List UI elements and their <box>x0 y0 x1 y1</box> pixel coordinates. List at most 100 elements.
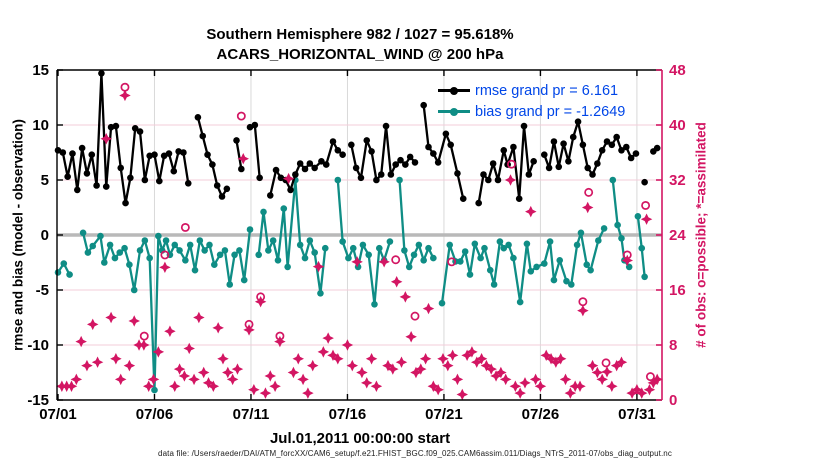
assimilated-marker <box>317 346 330 358</box>
data-file-note: data file: /Users/raeder/DAI/ATM_forcXX/… <box>158 449 672 458</box>
assimilated-marker <box>110 353 122 365</box>
assimilated-marker <box>312 260 325 273</box>
assimilated-marker <box>183 342 195 355</box>
assimilated-marker <box>159 261 171 274</box>
possible-marker <box>645 372 655 382</box>
possible-marker <box>139 331 149 341</box>
assimilated-marker <box>119 89 131 102</box>
assimilated-marker <box>237 152 249 165</box>
right-tick-label: 32 <box>669 172 686 189</box>
assimilated-marker <box>419 353 432 365</box>
assimilated-marker <box>615 356 628 368</box>
possible-marker <box>641 200 651 210</box>
left-axis-label: rmse and bias (model - observation) <box>10 119 26 351</box>
left-tick-label: 15 <box>32 62 49 79</box>
assimilated-marker <box>540 349 552 362</box>
assimilated-marker <box>490 370 502 382</box>
assimilated-marker <box>485 363 497 375</box>
assimilated-marker <box>217 353 229 365</box>
x-tick-label: 07/06 <box>136 406 174 423</box>
assimilated-marker <box>105 311 117 324</box>
assimilated-marker <box>519 377 531 389</box>
right-tick-label: 40 <box>669 117 686 134</box>
x-tick-label: 07/26 <box>522 406 560 423</box>
assimilated-marker <box>529 373 542 386</box>
right-tick-label: 48 <box>669 62 686 79</box>
assimilated-marker <box>601 366 613 378</box>
legend-swatch-bias-icon <box>438 107 470 116</box>
assimilated-marker <box>499 373 512 386</box>
x-tick-label: 07/01 <box>39 406 77 423</box>
assimilated-marker <box>306 359 319 372</box>
assimilated-marker <box>466 346 478 358</box>
assimilated-marker <box>164 325 176 337</box>
assimilated-marker <box>432 383 444 396</box>
assimilated-marker <box>75 335 87 348</box>
assimilated-marker <box>292 353 304 365</box>
assimilated-marker <box>123 359 136 372</box>
assimilated-marker <box>387 363 399 375</box>
assimilated-marker <box>70 373 83 386</box>
assimilated-marker <box>640 213 653 225</box>
assimilated-marker <box>390 276 403 288</box>
assimilated-marker <box>559 373 572 386</box>
assimilated-marker <box>456 388 469 401</box>
assimilated-marker <box>65 380 78 392</box>
right-tick-label: 0 <box>669 392 677 409</box>
assimilated-marker <box>554 353 567 365</box>
assimilated-marker <box>509 380 522 392</box>
assimilated-marker <box>264 370 277 382</box>
chart-title-line2: ACARS_HORIZONTAL_WIND @ 200 hPa <box>216 46 504 63</box>
assimilated-marker <box>427 380 440 392</box>
assimilated-marker <box>591 366 604 379</box>
assimilated-marker <box>534 380 547 392</box>
assimilated-marker <box>446 349 459 362</box>
assimilated-marker <box>405 331 417 343</box>
assimilated-marker <box>147 373 160 386</box>
legend-item-rmse: rmse grand pr = 6.161 <box>438 80 625 101</box>
assimilated-marker <box>142 380 155 392</box>
assimilated-marker <box>169 380 181 392</box>
assimilated-marker <box>269 380 281 392</box>
assimilated-marker <box>514 387 526 399</box>
assimilated-marker <box>545 353 557 365</box>
assimilated-marker <box>635 387 648 399</box>
assimilated-marker <box>643 383 656 396</box>
assimilated-marker <box>178 370 191 382</box>
assimilated-marker <box>437 353 449 365</box>
possible-marker <box>236 111 246 121</box>
assimilated-marker <box>86 318 99 331</box>
assimilated-marker <box>346 359 359 372</box>
legend: rmse grand pr = 6.161 bias grand pr = -1… <box>438 80 625 122</box>
assimilated-marker <box>212 322 224 334</box>
assimilated-marker <box>475 353 488 365</box>
assimilated-marker <box>226 373 239 386</box>
right-axis-label: # of obs: o=possible; *=assimilated <box>693 122 709 348</box>
assimilated-marker <box>574 380 586 392</box>
assimilated-marker <box>173 363 186 375</box>
assimilated-marker <box>287 366 300 379</box>
assimilated-marker <box>351 256 363 268</box>
legend-label-rmse: rmse grand pr = 6.161 <box>475 82 619 99</box>
x-tick-label: 07/11 <box>233 406 270 423</box>
assimilated-marker <box>480 359 493 372</box>
assimilated-marker <box>370 380 383 392</box>
possible-marker <box>584 187 594 197</box>
bias-line <box>54 176 648 394</box>
assimilated-marker <box>399 291 412 303</box>
assimilated-marker <box>606 380 618 392</box>
assimilated-marker <box>327 349 339 362</box>
right-tick-label: 8 <box>669 337 677 354</box>
assimilated-marker <box>202 377 215 389</box>
chart-title-line1: Southern Hemisphere 982 / 1027 = 95.618% <box>206 26 514 43</box>
assimilated-marker <box>586 359 599 372</box>
assimilated-marker <box>297 373 309 386</box>
left-tick-label: -10 <box>27 337 49 354</box>
assimilated-marker <box>302 387 314 399</box>
left-tick-label: -15 <box>27 392 49 409</box>
assimilated-marker <box>577 304 589 317</box>
right-tick-label: 16 <box>669 282 686 299</box>
assimilated-marker <box>188 373 200 386</box>
assimilated-marker <box>382 359 394 372</box>
